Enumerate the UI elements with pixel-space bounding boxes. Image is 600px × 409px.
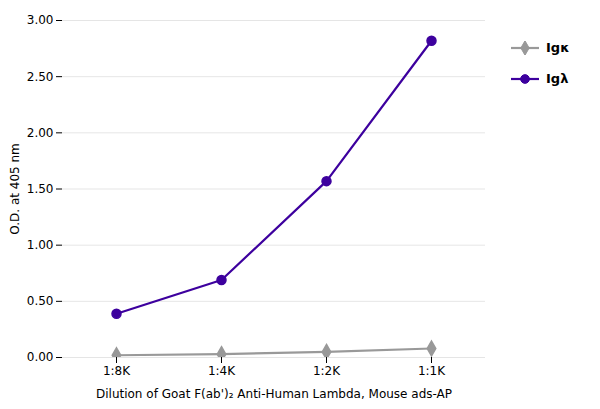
svg-text:2.50: 2.50 [27, 70, 54, 84]
svg-text:0.50: 0.50 [27, 294, 54, 308]
svg-text:1.50: 1.50 [27, 182, 54, 196]
html-text:Igκ: Igκ [546, 40, 570, 55]
svg-text:0.00: 0.00 [27, 350, 54, 364]
svg-text:1.00: 1.00 [27, 238, 54, 252]
svg-text:2.00: 2.00 [27, 126, 54, 140]
svg-text:1:8K: 1:8K [103, 364, 131, 378]
svg-text:Dilution of Goat F(ab')₂ Anti-: Dilution of Goat F(ab')₂ Anti-Human Lamb… [96, 387, 452, 401]
svg-text:O.D. at 405 nm: O.D. at 405 nm [8, 143, 22, 235]
html-text:Igλ: Igλ [546, 71, 569, 86]
svg-text:1:2K: 1:2K [313, 364, 341, 378]
svg-text:3.00: 3.00 [27, 13, 54, 27]
svg-text:1:4K: 1:4K [208, 364, 236, 378]
svg-text:1:1K: 1:1K [418, 364, 446, 378]
